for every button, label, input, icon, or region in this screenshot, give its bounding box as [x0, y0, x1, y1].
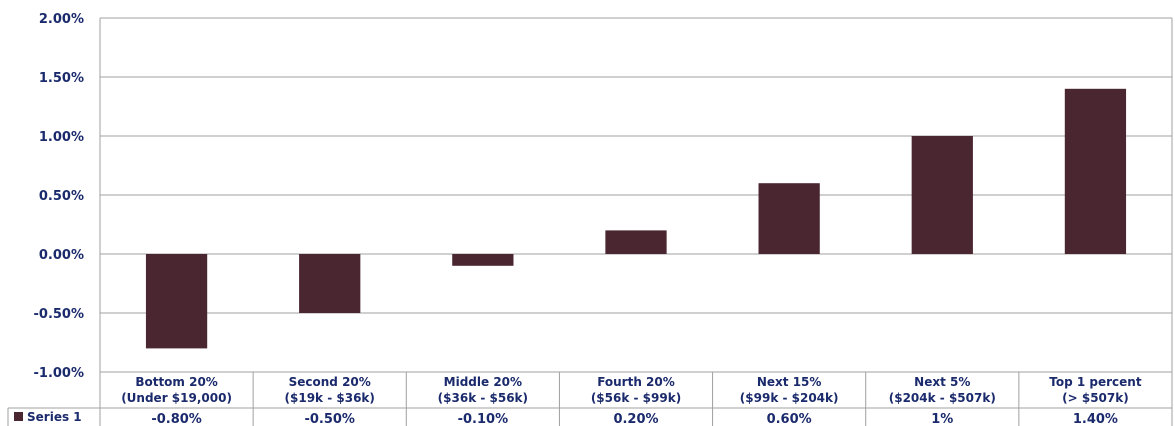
y-tick-label: 1.00%: [39, 130, 84, 145]
bar: [605, 230, 667, 254]
y-tick-label: 0.50%: [39, 189, 84, 204]
category-label: Top 1 percent: [1049, 375, 1142, 389]
category-label: ($36k - $56k): [438, 391, 528, 405]
y-tick-label: -0.50%: [34, 307, 85, 322]
data-value-label: -0.50%: [304, 412, 355, 426]
bar: [145, 254, 208, 349]
legend-label: Series 1: [27, 410, 82, 424]
category-label: ($56k - $99k): [591, 391, 681, 405]
gridlines: [99, 17, 1173, 408]
bar: [299, 254, 361, 313]
bar: [758, 183, 820, 254]
data-value-label: 0.20%: [613, 412, 658, 426]
category-label: (> $507k): [1062, 391, 1129, 405]
category-label: ($19k - $36k): [285, 391, 375, 405]
legend-swatch: [14, 412, 23, 421]
data-value-label: 1%: [931, 412, 953, 426]
data-value-label: 0.60%: [767, 412, 812, 426]
y-tick-label: 1.50%: [39, 71, 84, 86]
y-tick-label: 0.00%: [39, 248, 84, 263]
data-value-label: 1.40%: [1073, 412, 1118, 426]
bars: [145, 88, 1127, 349]
bar: [1064, 88, 1127, 254]
bar: [452, 254, 514, 266]
category-label: Bottom 20%: [135, 375, 218, 389]
category-label: Fourth 20%: [597, 375, 675, 389]
bar: [911, 136, 973, 254]
data-value-label: -0.10%: [458, 412, 509, 426]
category-label: ($204k - $507k): [889, 391, 996, 405]
category-label: ($99k - $204k): [740, 391, 839, 405]
category-label: (Under $19,000): [121, 391, 232, 405]
category-label: Next 15%: [757, 375, 822, 389]
y-tick-label: -1.00%: [34, 366, 85, 381]
data-value-label: -0.80%: [151, 412, 202, 426]
y-tick-label: 2.00%: [39, 12, 84, 27]
category-label: Next 5%: [914, 375, 970, 389]
data-table: Bottom 20% (Under $19,000) -0.80% Second 20…: [7, 372, 1173, 426]
y-axis-tick-labels: 2.00% 1.50% 1.00% 0.50% 0.00% -0.50% -1.00%: [34, 12, 85, 381]
category-label: Middle 20%: [444, 375, 522, 389]
category-label: Second 20%: [289, 375, 371, 389]
